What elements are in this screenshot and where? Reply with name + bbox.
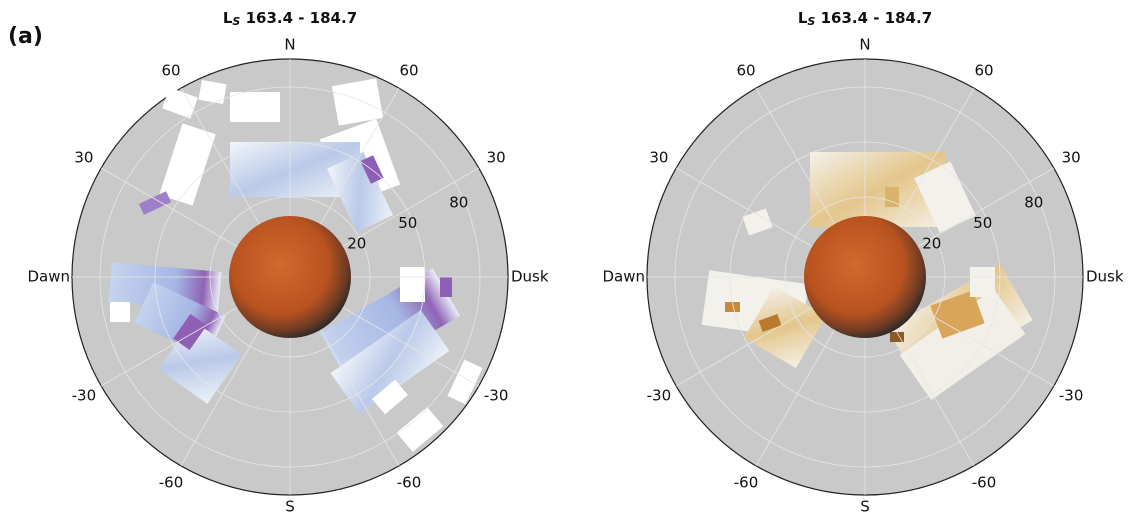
south-label: S	[285, 498, 295, 514]
title-part: 163.4 - 184.7	[240, 9, 357, 27]
mars	[804, 216, 926, 338]
observation-patch	[744, 286, 826, 368]
angle-label: -60	[159, 474, 184, 492]
title-part: L	[223, 9, 233, 27]
north-label: N	[284, 36, 295, 54]
observation-patch	[330, 309, 450, 415]
observation-patch	[110, 302, 130, 322]
observation-patch	[372, 379, 408, 415]
title-part: S	[232, 15, 240, 28]
angle-label: -30	[72, 387, 97, 405]
grid-spoke	[916, 167, 1054, 248]
observation-patch	[162, 87, 198, 119]
south-label: S	[860, 498, 870, 514]
observation-patch	[108, 262, 222, 312]
angle-label: -30	[647, 387, 672, 405]
mars	[229, 216, 351, 338]
observation-patch	[725, 302, 740, 312]
observation-patch	[742, 208, 773, 236]
title-part: L	[798, 9, 808, 27]
angle-label: 60	[974, 61, 993, 79]
angle-label: 60	[736, 61, 755, 79]
angle-label: -60	[734, 474, 759, 492]
title-part: S	[807, 15, 815, 28]
north-label: N	[859, 36, 870, 54]
grid-spoke	[755, 88, 836, 226]
title-part: 163.4 - 184.7	[815, 9, 932, 27]
panel-title: LS 163.4 - 184.7	[798, 9, 932, 29]
observation-patch	[440, 277, 452, 297]
grid-spoke	[341, 306, 479, 387]
grid-spoke	[101, 306, 239, 387]
observation-patch	[173, 313, 207, 351]
observation-patch	[327, 151, 393, 233]
angle-label: -30	[484, 387, 509, 405]
observation-patch	[447, 359, 483, 405]
radius-label: 20	[922, 235, 941, 253]
panel-label: (a)	[8, 24, 43, 49]
angle-label: -60	[972, 474, 997, 492]
dawn-label: Dawn	[27, 268, 70, 286]
observation-patch	[400, 267, 425, 302]
angle-label: 30	[1062, 149, 1081, 167]
observation-patch	[885, 187, 899, 207]
observation-patch	[970, 267, 995, 297]
observation-patch	[890, 332, 904, 342]
observation-patch	[319, 268, 461, 381]
panel-title: LS 163.4 - 184.7	[223, 9, 357, 29]
grid-spoke	[180, 328, 261, 466]
angle-label: 60	[161, 61, 180, 79]
observation-patch	[331, 78, 384, 126]
grid-spoke	[676, 167, 814, 248]
grid-spoke	[101, 167, 239, 248]
radius-label: 80	[449, 193, 468, 211]
dawn-label: Dawn	[602, 268, 645, 286]
angle-label: 30	[649, 149, 668, 167]
grid-spoke	[319, 328, 400, 466]
observation-patch	[930, 290, 985, 339]
observation-patch	[230, 92, 280, 122]
observation-patch	[138, 191, 172, 215]
grid-spoke	[180, 88, 261, 226]
radius-label: 50	[973, 214, 992, 232]
observation-patch	[198, 79, 227, 105]
grid-spoke	[341, 167, 479, 248]
grid-spoke	[319, 88, 400, 226]
angle-label: 30	[74, 149, 93, 167]
observation-patch	[159, 123, 216, 206]
observation-patch	[758, 313, 782, 333]
grid-spoke	[755, 328, 836, 466]
radius-label: 50	[398, 214, 417, 232]
grid-spoke	[916, 306, 1054, 387]
angle-label: 60	[399, 61, 418, 79]
radius-label: 80	[1024, 193, 1043, 211]
angle-label: -30	[1059, 387, 1084, 405]
angle-label: -60	[397, 474, 422, 492]
grid-spoke	[894, 328, 975, 466]
observation-patch	[396, 407, 444, 452]
dusk-label: Dusk	[511, 268, 549, 286]
grid-spoke	[676, 306, 814, 387]
observation-patch	[914, 161, 976, 233]
radius-label: 20	[347, 235, 366, 253]
grid-spoke	[894, 88, 975, 226]
angle-label: 30	[487, 149, 506, 167]
dusk-label: Dusk	[1086, 268, 1124, 286]
